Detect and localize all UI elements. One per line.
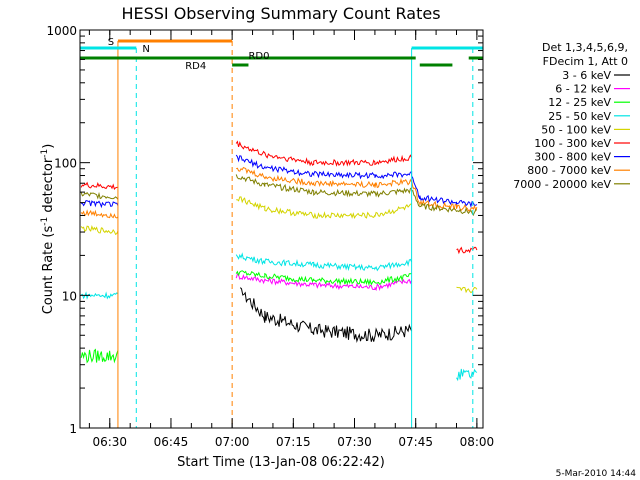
series-line [235,154,478,209]
legend-label: 12 - 25 keV [548,96,611,109]
y-axis-label: Count Rate (s-1 detector-1) [40,144,56,315]
x-tick-label: 07:30 [337,435,372,449]
series-line [236,196,412,219]
annotation-label-rd0: RD0 [248,51,269,62]
legend-header: FDecim 1, Att 0 [543,55,628,68]
legend-header: Det 1,3,4,5,6,9, [542,41,628,54]
chart-title: HESSI Observing Summary Count Rates [121,4,440,23]
x-tick-label: 06:30 [92,435,127,449]
series-line [456,368,478,382]
annotation-label-s: S [108,37,114,48]
annotation-label-n: N [142,44,149,55]
y-axis-label-sup-1: -1 [40,217,50,226]
series-line [80,348,119,364]
series-line [235,140,413,167]
series-line [235,174,478,217]
y-tick-label: 10 [62,289,77,303]
legend-label: 25 - 50 keV [548,110,611,123]
x-tick-label: 07:15 [276,435,311,449]
y-tick-label: 1000 [46,24,77,38]
y-axis-label-suffix: ) [41,144,56,149]
y-axis-label-prefix: Count Rate (s [41,226,56,315]
x-tick-label: 08:00 [460,435,495,449]
legend-label: 6 - 12 keV [555,83,611,96]
annotation-label-rd4: RD4 [185,61,206,72]
series-line [239,287,413,343]
series-line [80,191,119,200]
series-line [81,200,119,209]
legend-label: 7000 - 20000 keV [513,178,611,191]
legend-label: 300 - 800 keV [534,151,611,164]
series-marks: S N RD0 RD4 [80,37,483,428]
x-tick-label: 07:00 [215,435,250,449]
legend-label: 50 - 100 keV [541,123,611,136]
series-line [81,291,119,300]
legend-label: 3 - 6 keV [562,69,611,82]
series-line [80,225,119,236]
x-tick-label: 07:45 [398,435,433,449]
y-axis-label-sup-2: -1 [40,149,50,158]
y-axis-label-mid: detector [41,157,56,217]
legend-label: 800 - 7000 keV [527,164,611,177]
legend: Det 1,3,4,5,6,9,FDecim 1, Att 03 - 6 keV… [513,41,630,191]
series-line [80,209,119,219]
series-line [236,166,478,212]
y-tick-label: 1 [69,422,77,436]
series-line [80,181,118,190]
series-line [235,252,413,272]
plot-frame [79,29,484,429]
x-tick-label: 06:45 [154,435,189,449]
legend-label: 100 - 300 keV [534,137,611,150]
series-line [456,246,478,255]
y-tick-label: 100 [54,157,77,171]
y-axis: 1 10 100 1000 [46,24,483,436]
x-axis: 06:30 06:45 07:00 07:15 07:30 07:45 08:00 [88,30,495,449]
x-axis-label: Start Time (13-Jan-08 06:22:42) [177,455,385,470]
series-line [235,273,413,292]
series-line [456,286,478,294]
series-line [235,270,412,287]
footer-date: 5-Mar-2010 14:44 [556,469,637,479]
